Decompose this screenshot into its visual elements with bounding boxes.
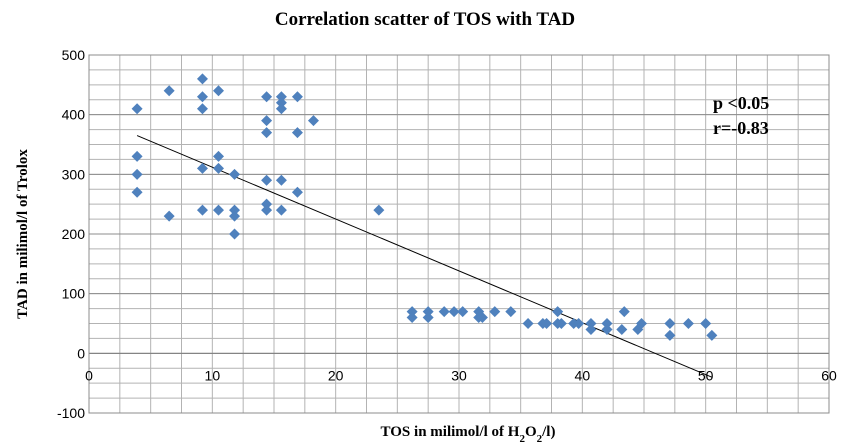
- x-tick-label: 20: [328, 367, 344, 383]
- data-point: [636, 318, 648, 329]
- data-point: [275, 103, 287, 115]
- data-point: [585, 318, 597, 329]
- data-point: [261, 115, 273, 127]
- data-point: [275, 97, 287, 109]
- y-tick-label: 300: [62, 166, 86, 182]
- data-point: [616, 323, 628, 335]
- data-point: [406, 312, 418, 324]
- annotation-p-value: p <0.05: [713, 93, 769, 113]
- data-point: [373, 204, 385, 216]
- data-point: [229, 168, 241, 180]
- data-point: [196, 204, 208, 216]
- data-point: [213, 162, 224, 174]
- annotation-r-value: r=-0.83: [713, 118, 769, 138]
- data-point: [131, 150, 143, 162]
- data-point: [291, 186, 303, 198]
- data-point: [585, 323, 597, 335]
- data-point: [229, 210, 241, 222]
- y-tick-label: 500: [62, 47, 86, 63]
- data-point: [213, 85, 224, 97]
- data-point: [163, 210, 175, 222]
- x-tick-labels: 0 10 20 30 40 50 60: [85, 367, 837, 383]
- data-point: [275, 204, 287, 216]
- data-point: [261, 127, 273, 139]
- data-point: [261, 91, 273, 103]
- x-axis-label: TOS in milimol/l of H2O2/l): [381, 424, 556, 445]
- data-point: [229, 204, 241, 216]
- x-tick-label: 60: [821, 367, 837, 383]
- data-point: [422, 306, 434, 318]
- axes: [88, 54, 830, 414]
- data-point: [275, 91, 287, 103]
- data-points: [131, 73, 718, 341]
- y-tick-labels: -100 0 100 200 300 400 500: [57, 47, 85, 421]
- data-point: [573, 318, 585, 329]
- data-point: [196, 91, 208, 103]
- y-axis-label: TAD in milimol/l of Trolox: [15, 149, 31, 319]
- y-tick-label: 0: [77, 345, 85, 361]
- x-tick-label: 50: [698, 367, 714, 383]
- data-point: [522, 318, 534, 329]
- plot-area-border: [88, 54, 830, 414]
- data-point: [457, 306, 469, 318]
- x-tick-label: 10: [205, 367, 221, 383]
- data-point: [229, 228, 241, 240]
- data-point: [489, 306, 501, 318]
- data-point: [275, 174, 287, 186]
- x-tick-label: 40: [575, 367, 591, 383]
- data-point: [307, 115, 319, 127]
- data-point: [196, 103, 208, 115]
- data-point: [706, 329, 718, 341]
- data-point: [131, 186, 143, 198]
- y-tick-label: 100: [62, 286, 86, 302]
- data-point: [422, 312, 434, 324]
- data-point: [505, 306, 517, 318]
- data-point: [213, 150, 224, 162]
- y-tick-label: 200: [62, 226, 86, 242]
- data-point: [196, 162, 208, 174]
- data-point: [682, 318, 694, 329]
- data-point: [213, 204, 224, 216]
- data-point: [555, 318, 567, 329]
- data-point: [291, 91, 303, 103]
- data-point: [261, 204, 273, 216]
- data-point: [601, 318, 613, 329]
- data-point: [438, 306, 450, 318]
- data-point: [261, 198, 273, 210]
- data-point: [291, 127, 303, 139]
- data-point: [261, 174, 273, 186]
- data-point: [618, 306, 630, 318]
- y-tick-label: 400: [62, 107, 86, 123]
- data-point: [163, 85, 175, 97]
- data-point: [664, 329, 676, 341]
- data-point: [131, 168, 143, 180]
- data-point: [601, 323, 613, 335]
- data-point: [131, 103, 143, 115]
- data-point: [448, 306, 460, 318]
- data-point: [196, 73, 208, 85]
- chart-title: Correlation scatter of TOS with TAD: [275, 9, 575, 30]
- data-point: [476, 312, 488, 324]
- data-point: [406, 306, 418, 318]
- data-point: [700, 318, 712, 329]
- x-tick-label: 0: [85, 367, 93, 383]
- data-point: [552, 306, 564, 318]
- y-tick-label: -100: [57, 405, 85, 421]
- data-point: [664, 318, 676, 329]
- x-tick-label: 30: [451, 367, 467, 383]
- data-point: [541, 318, 553, 329]
